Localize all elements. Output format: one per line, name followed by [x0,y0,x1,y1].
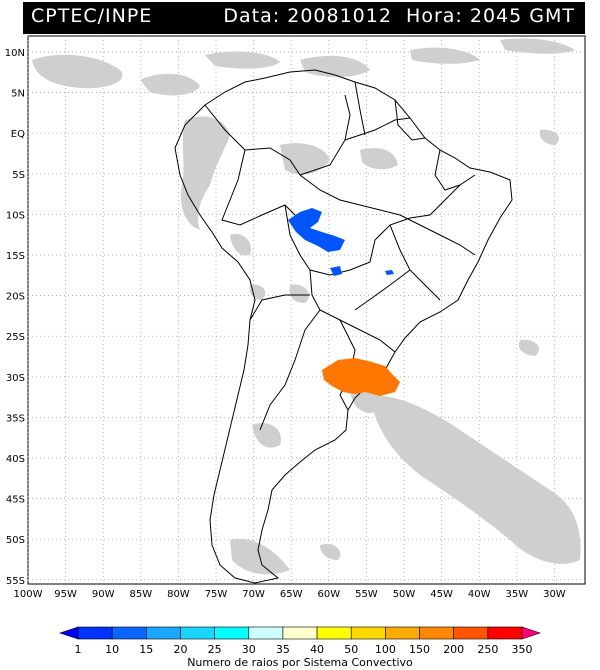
longitude-label: 85W [129,589,152,600]
convective-system-paraguay [330,266,342,276]
time-label: Hora: [406,5,463,27]
longitude-label: 60W [317,589,340,600]
legend-swatch [453,626,489,640]
legend-tick-label: 200 [443,643,464,656]
legend-swatch [248,626,284,640]
latitude-label: 20S [6,292,25,303]
legend-arrow-low [59,626,79,640]
legend-tick-label: 1 [75,643,82,656]
date-label: Data: [223,5,281,27]
latitude-labels: 10N 5N EQ 5S 10S 15S 20S 25S 30S 35S 40S 45S 50S 55S [5,48,25,587]
legend-swatch [419,626,454,640]
legend-swatch [180,626,215,640]
longitude-label: 90W [92,589,115,600]
legend-tick-label: 20 [173,643,187,656]
legend-tick-label: 150 [409,643,430,656]
longitude-label: 40W [468,589,491,600]
longitude-label: 45W [430,589,453,600]
longitude-label: 35W [505,589,528,600]
cloud-cover [32,38,581,575]
convective-system-brazil-south [322,358,400,396]
time-value: 2045 GMT [469,5,575,27]
legend-tick-label: 30 [242,643,256,656]
latitude-label: 40S [6,454,25,465]
legend-caption: Numero de raios por Sistema Convectivo [187,656,413,669]
longitude-label: 65W [280,589,303,600]
convective-system-small [385,270,394,275]
longitude-label: 75W [205,589,228,600]
south-america-coastline [174,69,513,584]
longitude-label: 50W [393,589,416,600]
legend-swatch [350,626,386,640]
legend-tick-label: 350 [512,643,533,656]
latitude-label: 45S [6,495,25,506]
legend-swatch [282,626,318,640]
legend-swatch [385,626,420,640]
legend-tick-label: 10 [105,643,119,656]
datetime-label: Data: 20081012 Hora: 2045 GMT [223,5,575,27]
latitude-label: 5N [11,89,25,100]
longitude-label: 100W [14,589,43,600]
legend-tick-label: 35 [276,643,290,656]
legend-swatch [316,626,352,640]
legend-swatch [77,626,113,640]
latitude-label: 50S [6,535,25,546]
longitude-label: 95W [54,589,77,600]
latitude-label: 5S [12,170,25,181]
latitude-label: 10S [6,210,25,221]
latitude-label: 15S [6,251,25,262]
longitude-label: 30W [543,589,566,600]
source-label: CPTEC/INPE [31,5,153,27]
convective-system-bolivia [288,208,345,252]
latitude-label: EQ [11,129,25,140]
legend-tick-label: 250 [477,643,498,656]
legend-tick-label: 50 [344,643,358,656]
latitude-label: 55S [6,576,25,587]
legend-swatch [487,626,523,640]
legend-arrow-high [521,626,541,640]
legend-swatch [214,626,250,640]
legend-tick-label: 25 [208,643,222,656]
latitude-label: 35S [6,413,25,424]
longitude-label: 80W [167,589,190,600]
longitude-labels: 100W 95W 90W 85W 80W 75W 70W 65W 60W 55W 50W 45W 40W… [14,589,566,600]
latitude-label: 10N [5,48,25,59]
legend-tick-label: 15 [139,643,153,656]
longitude-label: 55W [355,589,378,600]
legend-tick-label: 100 [375,643,396,656]
map-header: CPTEC/INPE Data: 20081012 Hora: 2045 GMT [23,2,585,34]
longitude-label: 70W [242,589,265,600]
latitude-label: 25S [6,332,25,343]
convective-systems [288,208,400,396]
date-value: 20081012 [287,5,392,27]
latitude-label: 30S [6,373,25,384]
legend-tick-label: 40 [310,643,324,656]
legend-swatch [146,626,181,640]
legend-swatch [111,626,147,640]
legend-colorbar: 1 10 15 20 25 30 35 40 50 100 150 200 250 350 [59,626,541,656]
